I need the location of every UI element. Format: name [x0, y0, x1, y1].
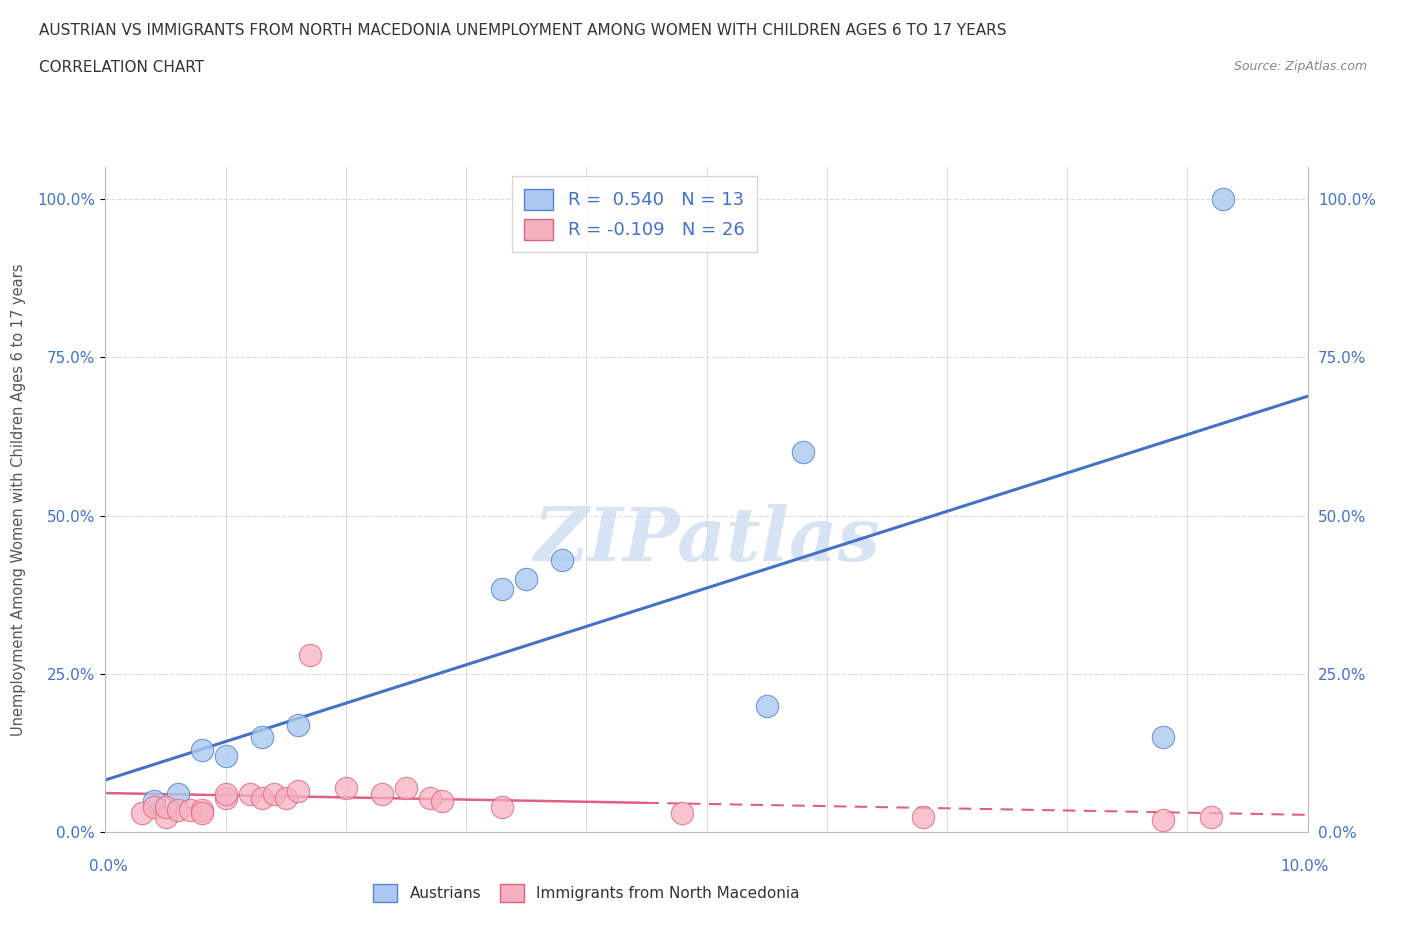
Point	[491, 800, 513, 815]
Point	[1152, 730, 1174, 745]
Point	[190, 742, 212, 757]
Point	[214, 790, 236, 805]
Point	[298, 647, 321, 662]
Point	[214, 787, 236, 802]
Point	[142, 800, 165, 815]
Point	[1152, 812, 1174, 827]
Point	[287, 717, 309, 732]
Text: 0.0%: 0.0%	[89, 859, 128, 874]
Text: Source: ZipAtlas.com: Source: ZipAtlas.com	[1233, 60, 1367, 73]
Y-axis label: Unemployment Among Women with Children Ages 6 to 17 years: Unemployment Among Women with Children A…	[11, 263, 25, 737]
Point	[179, 803, 201, 817]
Point	[142, 793, 165, 808]
Text: 10.0%: 10.0%	[1281, 859, 1329, 874]
Point	[250, 730, 273, 745]
Point	[263, 787, 285, 802]
Point	[335, 780, 357, 795]
Point	[1212, 192, 1234, 206]
Point	[287, 784, 309, 799]
Point	[190, 803, 212, 817]
Point	[551, 552, 574, 567]
Point	[395, 780, 418, 795]
Point	[515, 572, 537, 587]
Text: CORRELATION CHART: CORRELATION CHART	[39, 60, 204, 75]
Point	[371, 787, 394, 802]
Point	[792, 445, 814, 459]
Point	[911, 809, 934, 824]
Point	[131, 806, 153, 821]
Text: ZIPatlas: ZIPatlas	[533, 503, 880, 576]
Point	[214, 749, 236, 764]
Point	[491, 581, 513, 596]
Point	[155, 809, 177, 824]
Point	[274, 790, 297, 805]
Point	[419, 790, 441, 805]
Point	[166, 803, 188, 817]
Point	[155, 800, 177, 815]
Point	[166, 787, 188, 802]
Point	[1201, 809, 1223, 824]
Point	[430, 793, 453, 808]
Point	[250, 790, 273, 805]
Legend: Austrians, Immigrants from North Macedonia: Austrians, Immigrants from North Macedon…	[367, 878, 806, 908]
Text: AUSTRIAN VS IMMIGRANTS FROM NORTH MACEDONIA UNEMPLOYMENT AMONG WOMEN WITH CHILDR: AUSTRIAN VS IMMIGRANTS FROM NORTH MACEDO…	[39, 23, 1007, 38]
Point	[239, 787, 262, 802]
Point	[190, 806, 212, 821]
Point	[755, 698, 778, 713]
Point	[671, 806, 693, 821]
